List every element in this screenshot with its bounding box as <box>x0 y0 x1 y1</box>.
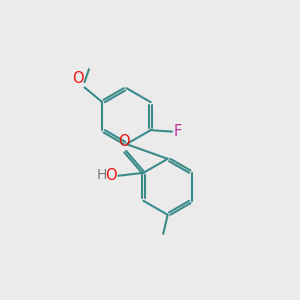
Text: H: H <box>97 168 107 182</box>
Text: O: O <box>118 134 130 149</box>
Text: O: O <box>106 168 117 183</box>
Text: F: F <box>174 124 182 139</box>
Text: O: O <box>72 71 83 86</box>
